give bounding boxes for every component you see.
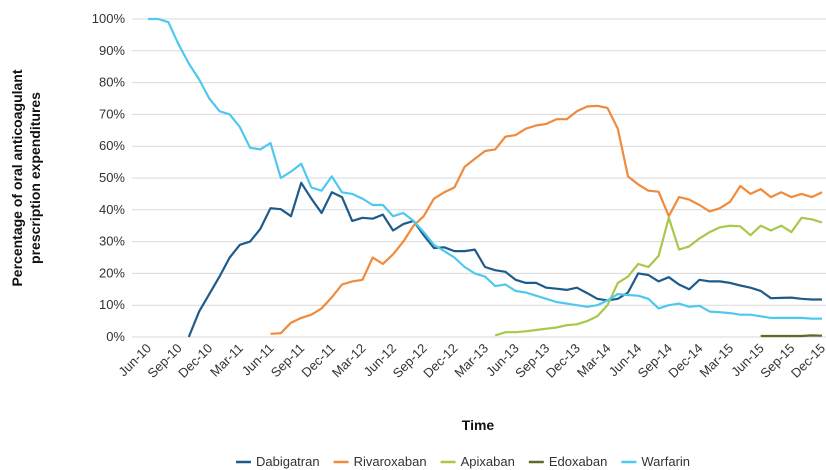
legend-label: Warfarin [641, 454, 690, 469]
y-tick-label: 80% [99, 75, 125, 90]
x-tick-label: Mar-14 [574, 341, 614, 381]
line-series [270, 104, 823, 335]
y-tick-label: 100% [92, 11, 126, 26]
y-tick-label: 60% [99, 138, 125, 153]
y-tick-label: 90% [99, 43, 125, 58]
y-tick-label: 70% [99, 106, 125, 121]
x-tick-label: Dec-10 [175, 341, 215, 381]
y-tick-label: 20% [99, 265, 125, 280]
x-tick-label: Dec-14 [665, 341, 705, 381]
x-tick-label: Mar-15 [696, 341, 736, 381]
x-axis-title: Time [462, 417, 495, 433]
x-tick-label: Dec-12 [420, 341, 460, 381]
x-tick-label: Dec-13 [543, 341, 583, 381]
x-tick-label: Mar-11 [207, 341, 246, 380]
legend-label: Dabigatran [256, 454, 320, 469]
x-tick-label: Mar-12 [329, 341, 369, 381]
line-series [148, 17, 822, 320]
y-tick-label: 40% [99, 202, 125, 217]
y-tick-label: 50% [99, 170, 125, 185]
legend-label: Edoxaban [549, 454, 608, 469]
y-axis-title: Percentage of oral anticoagulant [9, 69, 25, 286]
y-axis-title: prescription expenditures [27, 92, 43, 264]
line-series [187, 181, 822, 338]
line-series [760, 334, 823, 338]
x-tick-label: Mar-13 [451, 341, 491, 381]
legend: Dabigatran Rivaroxaban Apixaban Edoxaban War… [235, 454, 690, 469]
legend-label: Rivaroxaban [354, 454, 427, 469]
x-tick-label: Sep-11 [268, 341, 308, 381]
y-tick-label: 30% [99, 234, 125, 249]
x-tick-label: Dec-15 [788, 341, 826, 381]
y-tick-label: 0% [106, 329, 125, 344]
legend-label: Apixaban [461, 454, 515, 469]
y-tick-label: 10% [99, 297, 125, 312]
line-series [494, 216, 823, 337]
